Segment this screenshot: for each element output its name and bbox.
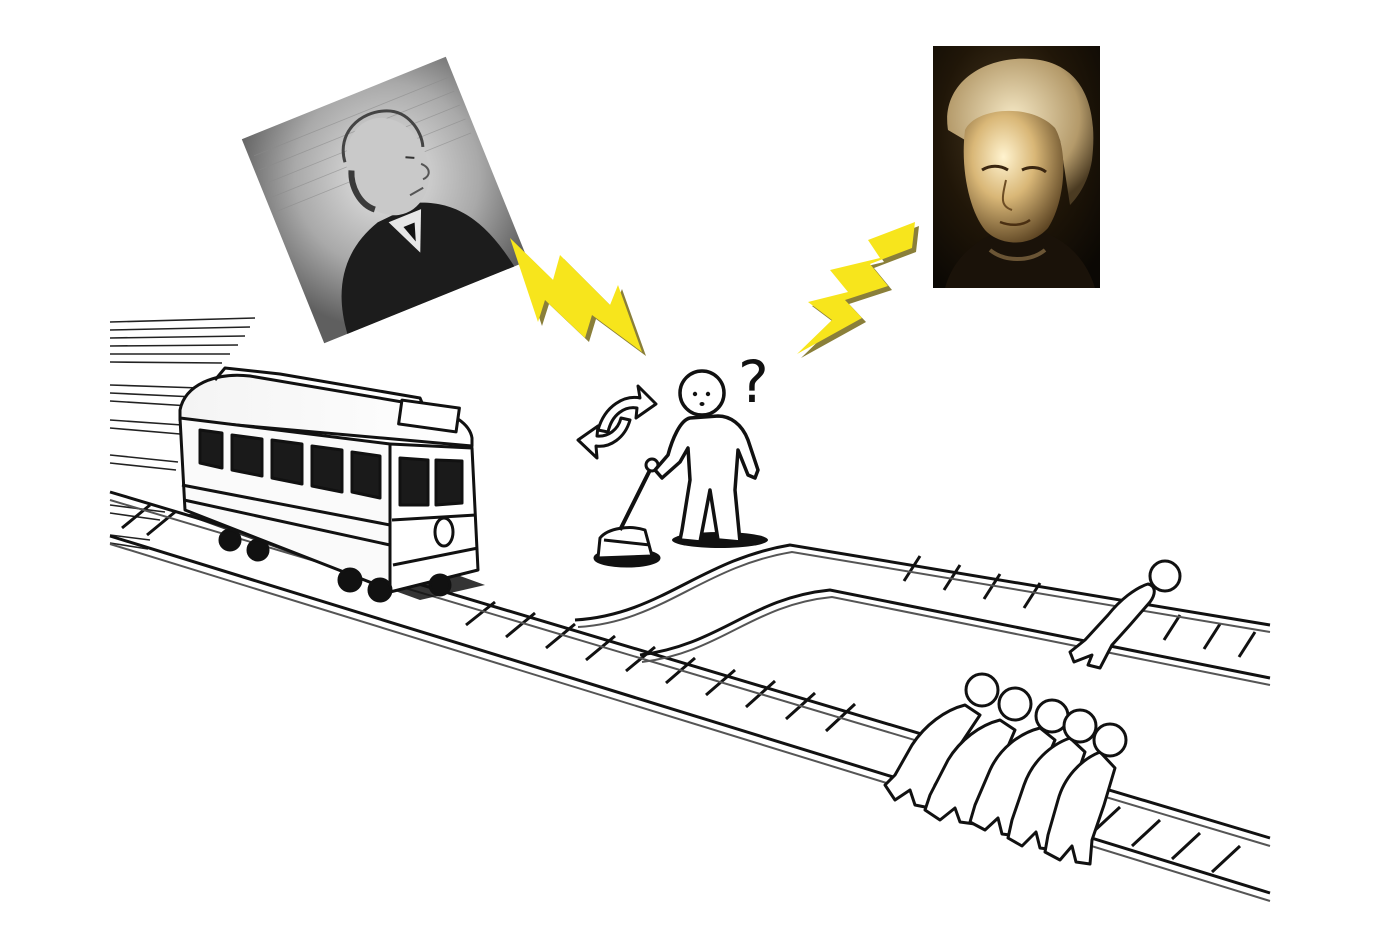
lightning-bolt-right-icon bbox=[797, 222, 919, 358]
trolley bbox=[180, 368, 485, 601]
engraved-portrait-icon bbox=[242, 57, 528, 343]
lever-icon bbox=[595, 459, 659, 566]
question-mark: ? bbox=[738, 348, 769, 416]
main-track bbox=[110, 492, 1270, 901]
five-people-main-track bbox=[885, 674, 1126, 864]
lightning-bolt-left-icon bbox=[510, 238, 646, 356]
painted-portrait-icon bbox=[933, 46, 1100, 288]
switch-arrows-icon bbox=[578, 386, 656, 458]
